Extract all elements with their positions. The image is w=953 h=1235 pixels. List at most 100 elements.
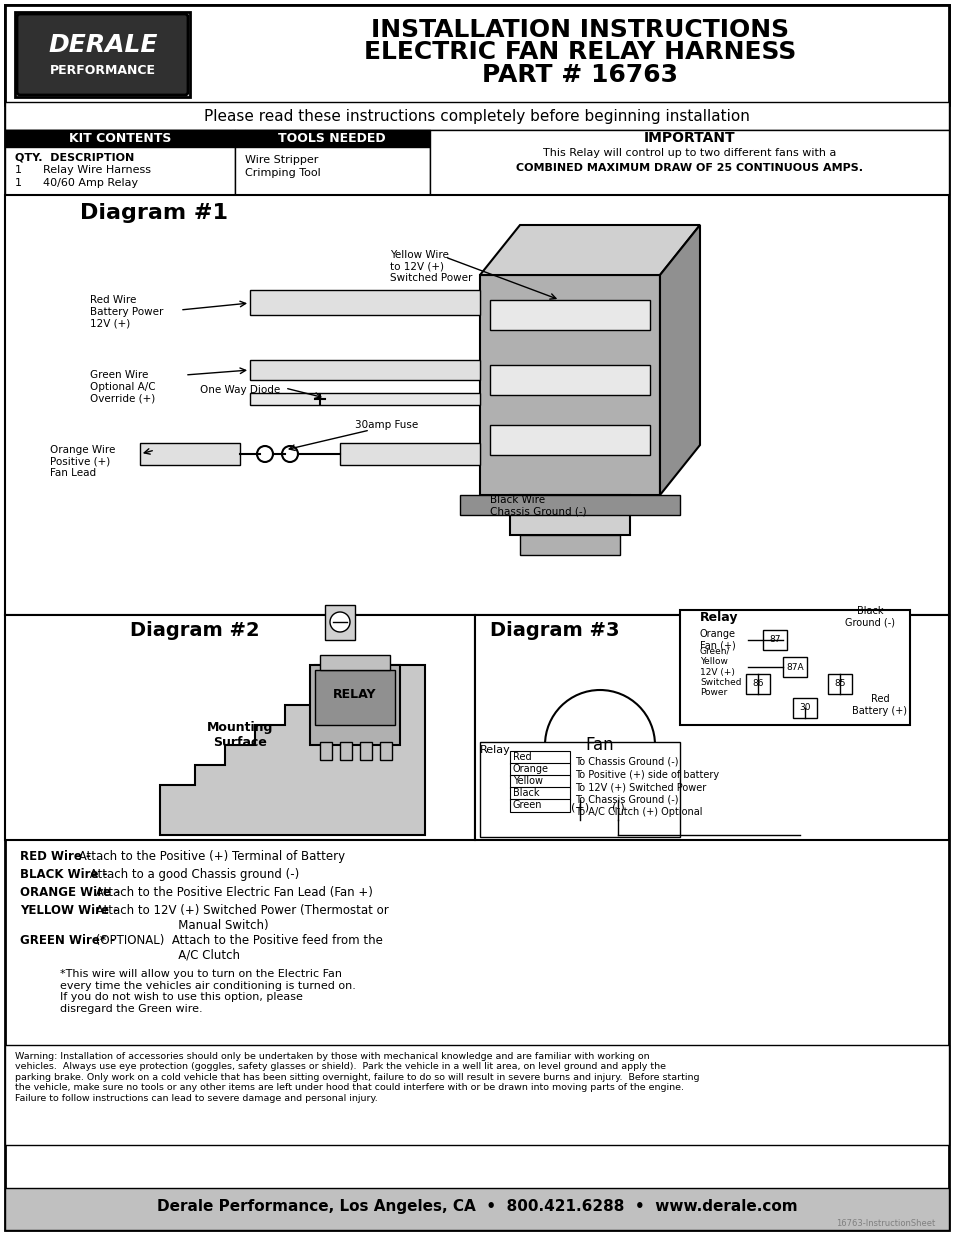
Bar	[510, 787, 569, 800]
Text: 87A: 87A	[785, 662, 803, 672]
Bar	[5, 1188, 948, 1230]
Text: YELLOW Wire -: YELLOW Wire -	[20, 904, 118, 918]
Text: Green/
Yellow
12V (+)
Switched
Power: Green/ Yellow 12V (+) Switched Power	[700, 647, 740, 698]
Bar	[792, 698, 816, 718]
Bar	[5, 5, 948, 105]
Text: 30amp Fuse: 30amp Fuse	[355, 420, 417, 430]
Bar	[325, 605, 355, 640]
Bar	[5, 195, 948, 615]
Bar	[490, 366, 649, 395]
Text: Relay: Relay	[479, 745, 510, 755]
Text: PERFORMANCE: PERFORMANCE	[50, 63, 156, 77]
Text: Diagram #3: Diagram #3	[490, 620, 618, 640]
Bar	[5, 615, 475, 840]
Text: To 12V (+) Switched Power: To 12V (+) Switched Power	[575, 783, 705, 793]
Circle shape	[256, 446, 273, 462]
Text: Relay: Relay	[700, 610, 738, 624]
Text: RELAY: RELAY	[333, 688, 376, 701]
Text: Warning: Installation of accessories should only be undertaken by those with mec: Warning: Installation of accessories sho…	[15, 1052, 699, 1103]
Bar	[310, 664, 399, 745]
Text: 87: 87	[768, 636, 780, 645]
Bar	[250, 393, 479, 405]
Bar	[140, 443, 240, 466]
Text: To Positive (+) side of battery: To Positive (+) side of battery	[575, 769, 719, 781]
Bar	[339, 742, 352, 760]
Text: Black Wire
Chassis Ground (-): Black Wire Chassis Ground (-)	[490, 495, 586, 516]
Bar	[782, 657, 806, 677]
Bar	[510, 751, 569, 764]
Bar	[479, 742, 679, 837]
Bar	[250, 290, 479, 315]
Text: Diagram #2: Diagram #2	[130, 620, 259, 640]
Text: Mounting
Surface: Mounting Surface	[207, 721, 273, 748]
Text: Black
Ground (-): Black Ground (-)	[844, 606, 894, 627]
Bar	[510, 776, 569, 788]
Text: Red: Red	[513, 752, 531, 762]
Bar	[475, 615, 948, 840]
Text: Red
Battery (+): Red Battery (+)	[852, 694, 906, 716]
Text: IMPORTANT: IMPORTANT	[643, 131, 735, 144]
Text: Green: Green	[513, 800, 542, 810]
Text: (+): (+)	[570, 802, 588, 811]
Bar	[319, 655, 390, 671]
Bar	[234, 130, 430, 195]
Bar	[679, 610, 909, 725]
Text: QTY.  DESCRIPTION: QTY. DESCRIPTION	[15, 152, 134, 162]
Text: This Relay will control up to two different fans with a: This Relay will control up to two differ…	[543, 148, 836, 158]
Text: (-): (-)	[611, 802, 623, 811]
Text: KIT CONTENTS: KIT CONTENTS	[69, 131, 171, 144]
Bar	[762, 630, 786, 650]
Text: TOOLS NEEDED: TOOLS NEEDED	[278, 131, 385, 144]
Text: Diagram #1: Diagram #1	[80, 203, 228, 224]
Text: GREEN Wire* -: GREEN Wire* -	[20, 934, 115, 947]
Text: COMBINED MAXIMUM DRAW OF 25 CONTINUOUS AMPS.: COMBINED MAXIMUM DRAW OF 25 CONTINUOUS A…	[516, 163, 862, 173]
Text: INSTALLATION INSTRUCTIONS: INSTALLATION INSTRUCTIONS	[371, 19, 788, 42]
Text: 16763-InstructionSheet: 16763-InstructionSheet	[835, 1219, 934, 1228]
Bar	[490, 425, 649, 454]
Bar	[5, 103, 948, 130]
Polygon shape	[479, 225, 700, 275]
Text: PART # 16763: PART # 16763	[481, 63, 678, 86]
Bar	[250, 359, 479, 380]
Text: Please read these instructions completely before beginning installation: Please read these instructions completel…	[204, 109, 749, 124]
Bar	[459, 495, 679, 515]
Bar	[490, 300, 649, 330]
Text: DERALE: DERALE	[49, 33, 157, 57]
Text: Attach to the Positive (+) Terminal of Battery: Attach to the Positive (+) Terminal of B…	[75, 850, 345, 863]
Text: To Chassis Ground (-): To Chassis Ground (-)	[575, 795, 678, 805]
Text: 86: 86	[752, 679, 763, 688]
Circle shape	[282, 446, 297, 462]
Text: ELECTRIC FAN RELAY HARNESS: ELECTRIC FAN RELAY HARNESS	[363, 40, 796, 64]
Text: Crimping Tool: Crimping Tool	[245, 168, 320, 178]
FancyBboxPatch shape	[17, 14, 188, 95]
Text: 30: 30	[799, 704, 810, 713]
Bar	[379, 742, 392, 760]
Bar	[319, 742, 332, 760]
Bar	[314, 671, 395, 725]
Bar	[339, 443, 479, 466]
Polygon shape	[160, 664, 424, 835]
Bar	[519, 535, 619, 555]
Bar	[15, 12, 190, 98]
Text: Orange Wire
Positive (+)
Fan Lead: Orange Wire Positive (+) Fan Lead	[50, 445, 115, 478]
Text: Black: Black	[513, 788, 539, 798]
Bar	[510, 799, 569, 811]
Bar	[359, 742, 372, 760]
Text: Green Wire
Optional A/C
Override (+): Green Wire Optional A/C Override (+)	[90, 370, 155, 403]
Text: Yellow Wire
to 12V (+)
Switched Power: Yellow Wire to 12V (+) Switched Power	[390, 249, 472, 283]
Bar	[510, 763, 569, 776]
Bar	[510, 495, 629, 535]
Bar	[430, 130, 948, 195]
Text: ORANGE Wire -: ORANGE Wire -	[20, 885, 120, 899]
Circle shape	[544, 690, 655, 800]
Text: To A/C Clutch (+) Optional: To A/C Clutch (+) Optional	[575, 806, 701, 818]
Text: One Way Diode: One Way Diode	[200, 385, 280, 395]
Text: Attach to the Positive Electric Fan Lead (Fan +): Attach to the Positive Electric Fan Lead…	[91, 885, 372, 899]
Text: Attach to 12V (+) Switched Power (Thermostat or
                       Manual Sw: Attach to 12V (+) Switched Power (Thermo…	[91, 904, 388, 932]
Text: Orange
Fan (+): Orange Fan (+)	[700, 629, 735, 651]
Bar	[5, 130, 234, 195]
Text: Yellow: Yellow	[513, 776, 542, 785]
Text: Red Wire
Battery Power
12V (+): Red Wire Battery Power 12V (+)	[90, 295, 163, 329]
Text: Orange: Orange	[513, 764, 548, 774]
Bar	[5, 130, 234, 147]
